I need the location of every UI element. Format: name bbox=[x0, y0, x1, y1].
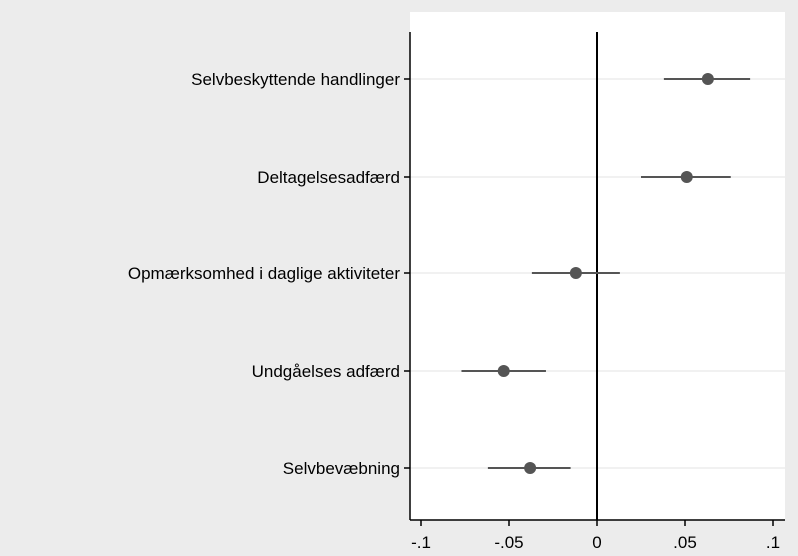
estimate-point bbox=[497, 365, 510, 377]
x-tick-label: -.1 bbox=[411, 533, 431, 552]
estimate-point bbox=[701, 73, 714, 85]
estimate-point bbox=[524, 462, 537, 474]
category-label: Opmærksomhed i daglige aktiviteter bbox=[128, 264, 400, 283]
category-label: Undgåelses adfærd bbox=[252, 362, 400, 381]
x-tick-label: .1 bbox=[766, 533, 780, 552]
y-ticks bbox=[404, 78, 410, 469]
x-tick-label: 0 bbox=[592, 533, 601, 552]
estimate-point bbox=[569, 267, 582, 279]
x-tick-label: -.05 bbox=[494, 533, 523, 552]
point-estimates bbox=[497, 73, 714, 474]
estimate-point bbox=[680, 171, 693, 183]
category-label: Selvbevæbning bbox=[283, 459, 400, 478]
x-tick-label: .05 bbox=[673, 533, 697, 552]
x-tick-labels: -.1 -.05 0 .05 .1 bbox=[411, 533, 780, 552]
category-label: Deltagelsesadfærd bbox=[257, 168, 400, 187]
category-label: Selvbeskyttende handlinger bbox=[191, 70, 400, 89]
category-labels: Selvbeskyttende handlinger Deltagelsesadf… bbox=[128, 70, 400, 478]
x-ticks bbox=[420, 520, 774, 526]
